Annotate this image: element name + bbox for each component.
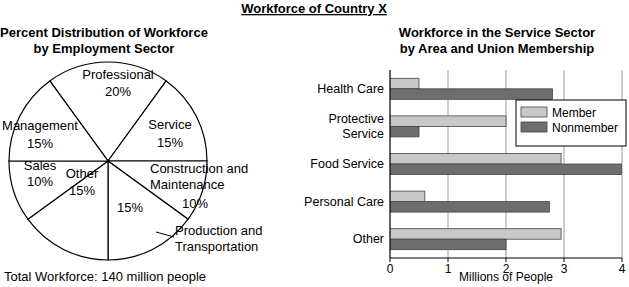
bar-chart: Workforce in the Service Sectorby Area a… (304, 25, 626, 284)
background (0, 0, 629, 287)
text-line: Other (66, 166, 99, 181)
tick-label: 1 (445, 262, 452, 276)
text-line: Sales (24, 158, 57, 173)
category-label: Food Service (310, 157, 384, 171)
slice-label: Service (148, 117, 191, 132)
bar (390, 78, 419, 89)
legend-swatch (521, 122, 547, 132)
text-line: Workforce of Country X (241, 1, 387, 16)
slice-label: Professional (82, 67, 154, 82)
text-line: Food Service (310, 157, 384, 171)
slice-label: Sales (24, 158, 57, 173)
slice-label: Other (66, 166, 99, 181)
text-line: Production and (175, 223, 262, 238)
bar (390, 229, 561, 240)
text-line: by Employment Sector (34, 41, 175, 56)
tick-label: 4 (619, 262, 626, 276)
bar (390, 239, 506, 250)
category-label: ProtectiveService (328, 112, 384, 141)
bar (390, 116, 506, 127)
slice-value: 15% (117, 200, 143, 215)
bar (390, 191, 425, 202)
text-line: Transportation (175, 239, 258, 254)
text-line: Maintenance (150, 177, 224, 192)
bar (390, 164, 622, 175)
text-line: Health Care (317, 82, 384, 96)
text-line: Percent Distribution of Workforce (0, 25, 208, 40)
slice-label: Construction andMaintenance (150, 161, 248, 192)
text-line: Protective (328, 112, 384, 126)
legend-label: Member (552, 106, 596, 120)
slice-value: 10% (27, 174, 53, 189)
text-line: Service (342, 127, 384, 141)
leader-line (156, 232, 174, 237)
text-line: Management (2, 118, 78, 133)
slice-value: 20% (105, 84, 131, 99)
chart-title: Percent Distribution of Workforceby Empl… (0, 25, 208, 56)
grid-line (390, 70, 391, 258)
legend-swatch (521, 107, 547, 117)
text-line: by Area and Union Membership (400, 41, 595, 56)
y-axis (390, 70, 391, 258)
pie-chart: Percent Distribution of Workforceby Empl… (0, 25, 262, 284)
axis-label: Millions of People (459, 270, 553, 284)
x-axis (390, 258, 622, 259)
text-line: Workforce in the Service Sector (399, 25, 595, 40)
slice-label: Management (2, 118, 78, 133)
text-line: Construction and (150, 161, 248, 176)
text-line: Personal Care (304, 195, 384, 209)
slice-value: 15% (157, 135, 183, 150)
category-label: Other (353, 232, 384, 246)
bar (390, 154, 561, 165)
slice-value: 15% (69, 183, 95, 198)
legend-label: Nonmember (552, 121, 618, 135)
slice-label: Production andTransportation (175, 223, 262, 254)
annotation: Total Workforce: 140 million people (4, 269, 206, 284)
category-label: Personal Care (304, 195, 384, 209)
legend: MemberNonmember (516, 100, 626, 146)
bar (390, 202, 550, 213)
text-line: Other (353, 232, 384, 246)
text-line: Professional (82, 67, 154, 82)
category-label: Health Care (317, 82, 384, 96)
bar (390, 89, 552, 100)
tick-label: 0 (387, 262, 394, 276)
chart-title: Workforce in the Service Sectorby Area a… (399, 25, 595, 56)
tick-label: 3 (561, 262, 568, 276)
figure: Workforce of Country X Percent Distributi… (0, 0, 629, 287)
legend-box (516, 100, 626, 146)
slice-value: 10% (182, 196, 208, 211)
bar (390, 126, 419, 136)
slice-value: 15% (27, 136, 53, 151)
text-line: Service (148, 117, 191, 132)
main-title: Workforce of Country X (241, 1, 387, 16)
